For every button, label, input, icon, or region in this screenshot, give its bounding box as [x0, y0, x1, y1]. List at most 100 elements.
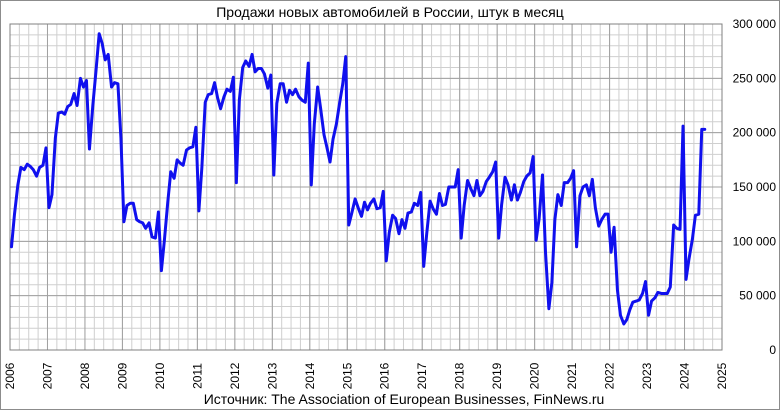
- data-point: [697, 212, 700, 216]
- data-point: [553, 218, 557, 221]
- data-point: [506, 183, 510, 187]
- data-point: [356, 206, 360, 209]
- data-point: [141, 221, 144, 225]
- data-point: [612, 226, 616, 229]
- data-point: [581, 185, 585, 189]
- data-point: [469, 186, 472, 190]
- data-point: [666, 292, 669, 295]
- data-point: [185, 148, 188, 152]
- data-point: [91, 104, 95, 107]
- data-point: [129, 202, 132, 205]
- data-point: [478, 194, 482, 197]
- data-point: [200, 166, 204, 169]
- data-point: [428, 199, 432, 203]
- y-tick-label: 200 000: [733, 126, 777, 140]
- data-point: [132, 202, 135, 205]
- data-point: [103, 58, 107, 62]
- data-point: [210, 92, 213, 95]
- data-point: [560, 204, 563, 207]
- data-point: [222, 95, 226, 99]
- data-point: [394, 217, 397, 220]
- data-point: [250, 53, 254, 56]
- data-point: [510, 198, 513, 202]
- data-point: [144, 227, 147, 230]
- data-point: [119, 136, 123, 140]
- data-point: [353, 197, 357, 201]
- data-point: [500, 203, 503, 206]
- data-point: [204, 101, 207, 104]
- x-tick-label: 2013: [265, 362, 279, 389]
- data-point: [363, 201, 366, 204]
- data-point: [663, 292, 666, 295]
- data-point: [572, 169, 575, 172]
- data-point: [310, 183, 313, 187]
- data-point: [32, 168, 35, 171]
- data-point: [10, 245, 13, 248]
- x-tick-label: 2006: [3, 362, 17, 389]
- data-point: [79, 77, 82, 80]
- chart-source: Источник: The Association of European Bu…: [204, 391, 605, 407]
- data-point: [497, 236, 500, 240]
- data-point: [263, 72, 266, 76]
- data-point: [291, 93, 294, 96]
- data-point: [319, 107, 322, 110]
- data-point: [650, 299, 653, 303]
- data-point: [372, 197, 376, 201]
- data-point: [54, 136, 57, 140]
- y-tick-label: 150 000: [733, 180, 777, 194]
- data-point: [331, 137, 335, 141]
- data-point: [369, 202, 372, 205]
- data-point: [488, 176, 491, 179]
- data-point: [69, 103, 72, 106]
- data-point: [300, 98, 304, 102]
- data-point: [294, 88, 297, 91]
- data-point: [166, 201, 169, 204]
- data-point: [485, 180, 488, 183]
- data-point: [481, 190, 485, 193]
- data-point: [619, 314, 622, 317]
- data-point: [316, 85, 319, 89]
- data-point: [135, 218, 138, 221]
- data-point: [525, 174, 528, 178]
- data-point: [178, 161, 182, 165]
- data-point: [416, 204, 419, 207]
- data-point: [675, 227, 678, 230]
- data-point: [379, 206, 382, 209]
- data-point: [341, 82, 344, 85]
- data-point: [578, 194, 582, 197]
- data-point: [644, 280, 647, 283]
- data-point: [272, 173, 276, 177]
- data-point: [106, 53, 110, 56]
- data-point: [541, 173, 544, 177]
- data-point: [197, 209, 201, 213]
- data-point: [641, 292, 644, 295]
- data-point: [447, 185, 451, 189]
- x-tick-label: 2008: [78, 362, 92, 389]
- data-point: [684, 278, 688, 281]
- data-point: [703, 128, 706, 131]
- data-point: [157, 210, 160, 214]
- data-point: [438, 192, 441, 195]
- data-point: [600, 218, 603, 221]
- data-point: [219, 107, 222, 110]
- data-point: [475, 179, 479, 182]
- y-axis-ticks: 0 50 000 100 000 150 000 200 000 250 000 300 0…: [733, 17, 777, 357]
- data-point: [419, 191, 422, 194]
- data-point: [278, 82, 282, 85]
- data-point: [160, 269, 163, 272]
- data-point: [238, 98, 241, 102]
- data-point: [57, 111, 60, 115]
- data-point: [328, 160, 332, 164]
- data-point: [591, 178, 594, 181]
- data-point: [19, 166, 23, 169]
- data-point: [563, 181, 566, 184]
- data-point: [82, 85, 85, 89]
- data-point: [656, 291, 660, 294]
- x-tick-label: 2016: [378, 362, 392, 389]
- data-point: [266, 86, 270, 90]
- data-point: [622, 322, 626, 326]
- data-point: [660, 292, 663, 295]
- data-point: [181, 164, 185, 167]
- data-point: [691, 237, 694, 241]
- data-point: [60, 110, 63, 114]
